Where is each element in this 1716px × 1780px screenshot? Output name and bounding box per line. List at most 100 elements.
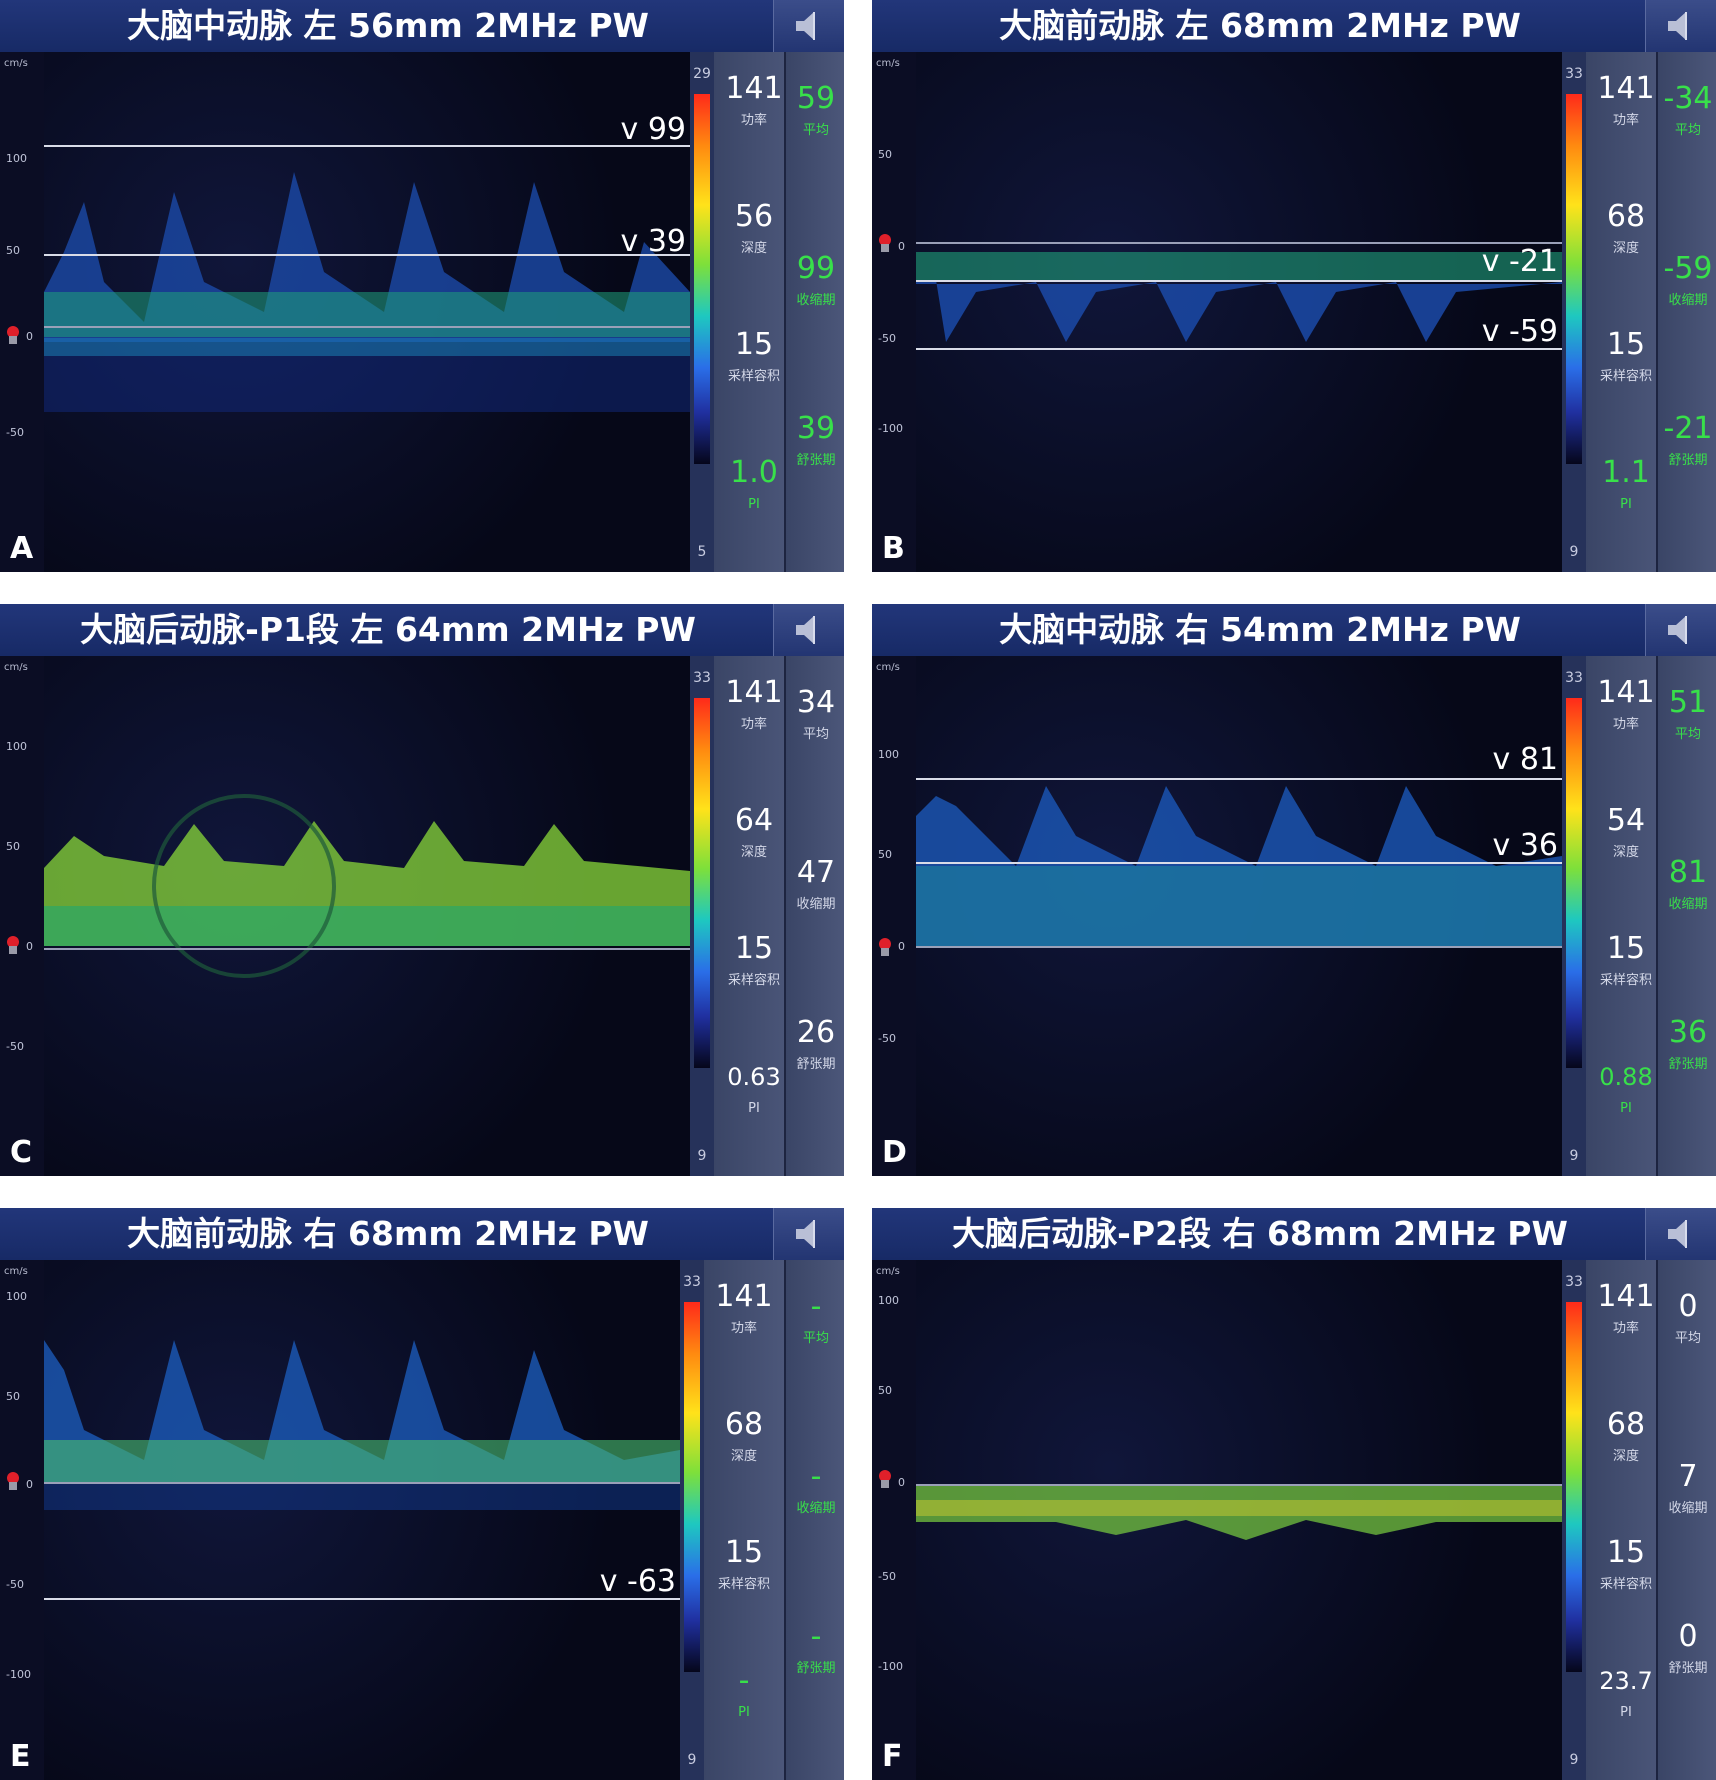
axis-tick: 50 xyxy=(878,148,892,161)
diastolic-velocity-label: v -21 xyxy=(1481,244,1558,279)
scale-top-value: 29 xyxy=(693,66,711,82)
sample-volume-value: 15 xyxy=(734,931,774,966)
axis-unit: cm/s xyxy=(4,58,28,69)
sample-volume-value: 15 xyxy=(734,327,774,362)
axis-tick: -50 xyxy=(878,1032,896,1045)
scale-top-value: 33 xyxy=(1565,1274,1583,1290)
depth-value: 68 xyxy=(724,1407,764,1442)
panel-title: 大脑中动脉 右 54mm 2MHz PW xyxy=(999,610,1521,649)
panel-e: 大脑前动脉 右 68mm 2MHz PW cm/s 100 50 0 -50 -… xyxy=(0,1208,844,1780)
sample-volume-label: 采样容积 xyxy=(727,973,780,988)
scale-bottom-value: 9 xyxy=(1569,1752,1579,1768)
axis-tick: 50 xyxy=(878,1384,892,1397)
pi-value: 0.63 xyxy=(727,1063,781,1091)
velocity-axis: cm/s 100 50 0 -50 -100 xyxy=(0,1260,45,1780)
diastolic-velocity-label: 舒张期 xyxy=(796,453,836,468)
axis-tick: 0 xyxy=(26,940,33,953)
mean-velocity-label: 平均 xyxy=(1674,727,1701,742)
sample-volume-value: 15 xyxy=(1606,327,1646,362)
sample-volume-label: 采样容积 xyxy=(1599,369,1652,384)
panel-title: 大脑前动脉 右 68mm 2MHz PW xyxy=(127,1214,649,1253)
mean-velocity-label: 平均 xyxy=(802,123,829,138)
probe-icon xyxy=(879,1470,891,1488)
mean-velocity-label: 平均 xyxy=(1674,1331,1701,1346)
speaker-button[interactable] xyxy=(773,0,844,52)
diastolic-velocity-value: -21 xyxy=(1663,411,1713,446)
pi-label: PI xyxy=(738,1705,750,1720)
diastolic-velocity-label: 舒张期 xyxy=(1668,453,1708,468)
speaker-button[interactable] xyxy=(1645,0,1716,52)
diastolic-velocity-label: 舒张期 xyxy=(1668,1661,1708,1676)
diastolic-velocity-label: v 36 xyxy=(1492,828,1558,863)
panel-letter: A xyxy=(10,531,34,566)
systolic-velocity-value: 7 xyxy=(1678,1459,1698,1494)
speaker-button[interactable] xyxy=(773,1208,844,1260)
pi-label: PI xyxy=(1620,1705,1632,1720)
diastolic-velocity-value: 0 xyxy=(1678,1619,1698,1654)
speaker-icon xyxy=(1668,616,1687,644)
axis-tick: 50 xyxy=(6,244,20,257)
scale-bottom-value: 5 xyxy=(697,544,707,560)
scale-bottom-value: 9 xyxy=(1569,544,1579,560)
panel-letter: D xyxy=(882,1135,907,1170)
velocity-column: 0 平均 7 收缩期 0 舒张期 xyxy=(1656,1260,1716,1780)
systolic-velocity-label: 收缩期 xyxy=(1668,1501,1708,1516)
axis-tick: 50 xyxy=(6,1390,20,1403)
axis-tick: -50 xyxy=(6,426,24,439)
power-value: 141 xyxy=(1597,71,1655,106)
speaker-button[interactable] xyxy=(773,604,844,656)
axis-tick: -50 xyxy=(878,332,896,345)
axis-tick: 100 xyxy=(6,1290,27,1303)
pi-value: - xyxy=(738,1663,750,1698)
diastolic-velocity-value: - xyxy=(810,1619,822,1654)
velocity-axis: cm/s 100 50 0 -50 -100 xyxy=(872,1260,917,1780)
sample-volume-value: 15 xyxy=(1606,931,1646,966)
pi-label: PI xyxy=(1620,497,1632,512)
settings-column: 141 功率 68 深度 15 采样容积 23.7 PI xyxy=(1586,1260,1666,1780)
color-scale: 33 9 xyxy=(680,1260,704,1780)
velocity-column: 59 平均 99 收缩期 39 舒张期 xyxy=(784,52,844,572)
systolic-velocity-label: 收缩期 xyxy=(796,1501,836,1516)
panel-letter: E xyxy=(10,1739,31,1774)
pi-value: 23.7 xyxy=(1599,1667,1653,1695)
probe-icon xyxy=(7,1472,19,1490)
depth-value: 54 xyxy=(1606,803,1646,838)
color-scale: 33 9 xyxy=(1562,1260,1586,1780)
doppler-spectrum xyxy=(916,1260,1562,1780)
axis-unit: cm/s xyxy=(876,58,900,69)
velocity-axis: cm/s 100 50 0 -50 xyxy=(0,52,45,572)
peak-velocity-label: v 81 xyxy=(1492,742,1558,777)
panel-b: 大脑前动脉 左 68mm 2MHz PW cm/s 50 0 -50 -100 … xyxy=(872,0,1716,572)
mean-velocity-label: 平均 xyxy=(1674,123,1701,138)
diastolic-velocity-label: v 39 xyxy=(620,224,686,259)
probe-icon xyxy=(7,326,19,344)
depth-label: 深度 xyxy=(730,1449,757,1464)
diastolic-velocity-label: 舒张期 xyxy=(1668,1057,1708,1072)
speaker-icon xyxy=(796,616,815,644)
axis-tick: 0 xyxy=(898,940,905,953)
color-scale: 33 9 xyxy=(690,656,714,1176)
depth-value: 56 xyxy=(734,199,774,234)
velocity-column: -34 平均 -59 收缩期 -21 舒张期 xyxy=(1656,52,1716,572)
systolic-velocity-label: 收缩期 xyxy=(1668,293,1708,308)
mean-velocity-value: 34 xyxy=(796,685,836,720)
speaker-button[interactable] xyxy=(1645,604,1716,656)
velocity-axis: cm/s 100 50 0 -50 xyxy=(0,656,45,1176)
sample-volume-label: 采样容积 xyxy=(727,369,780,384)
panel-title-bar: 大脑中动脉 左 56mm 2MHz PW xyxy=(0,0,844,52)
pi-value: 0.88 xyxy=(1599,1063,1653,1091)
power-value: 141 xyxy=(1597,1279,1655,1314)
systolic-velocity-value: 47 xyxy=(796,855,836,890)
depth-value: 68 xyxy=(1606,1407,1646,1442)
speaker-button[interactable] xyxy=(1645,1208,1716,1260)
settings-column: 141 功率 68 深度 15 采样容积 - PI xyxy=(704,1260,784,1780)
pi-value: 1.1 xyxy=(1602,455,1650,490)
pi-label: PI xyxy=(748,1101,760,1116)
sample-volume-label: 采样容积 xyxy=(1599,1577,1652,1592)
power-value: 141 xyxy=(725,71,783,106)
panel-title-bar: 大脑前动脉 右 68mm 2MHz PW xyxy=(0,1208,844,1260)
power-value: 141 xyxy=(715,1279,773,1314)
panel-title-bar: 大脑后动脉-P1段 左 64mm 2MHz PW xyxy=(0,604,844,656)
mean-velocity-value: 51 xyxy=(1668,685,1708,720)
settings-column: 141 功率 56 深度 15 采样容积 1.0 PI xyxy=(714,52,794,572)
